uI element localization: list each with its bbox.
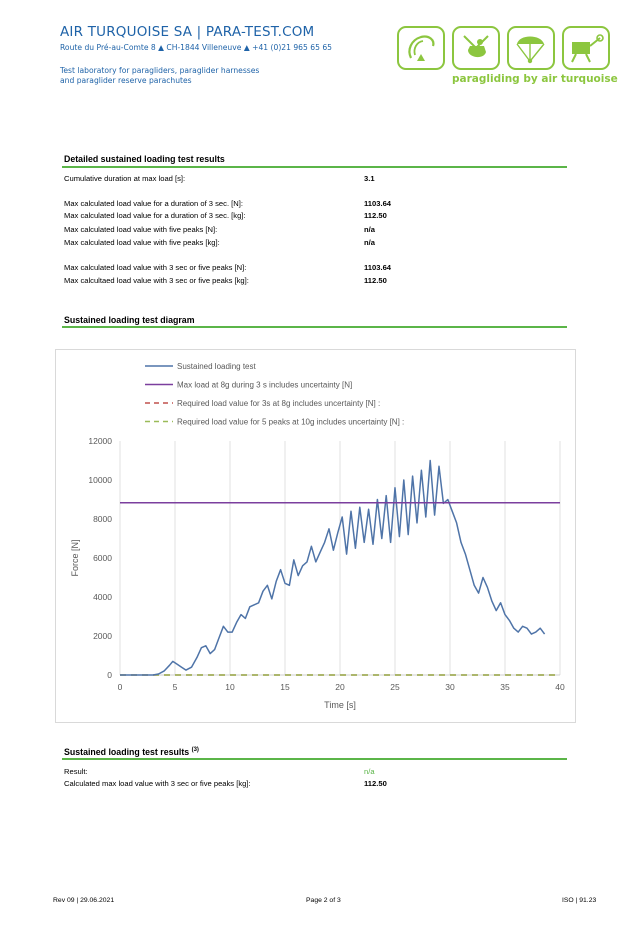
section-divider <box>62 166 567 168</box>
x-tick-label: 40 <box>555 682 565 692</box>
detail-row-label: Max calculated load value for a duration… <box>64 211 246 220</box>
diagram-title: Sustained loading test diagram <box>64 315 195 325</box>
company-address: Route du Pré-au-Comte 8 ▲ CH-1844 Villen… <box>60 43 333 52</box>
x-tick-label: 35 <box>500 682 510 692</box>
company-name: AIR TURQUOISE SA | PARA-TEST.COM <box>60 24 315 40</box>
x-axis-label: Time [s] <box>324 700 356 710</box>
reserve-parachute-logo-icon <box>507 26 555 70</box>
force-time-chart: Sustained loading test Max load at 8g dur… <box>70 362 565 710</box>
x-tick-label: 30 <box>445 682 455 692</box>
detail-row-value: 112.50 <box>364 211 387 220</box>
detail-row-label: Max calculated load value for a duration… <box>64 199 243 208</box>
detail-row-value: 3.1 <box>364 174 375 183</box>
results-title-footnote: (3) <box>191 747 199 754</box>
footer-iso: ISO | 91.23 <box>562 897 597 904</box>
legend-label: Required load value for 5 peaks at 10g i… <box>177 418 404 427</box>
chart-legend: Sustained loading test Max load at 8g dur… <box>145 362 404 427</box>
y-tick-label: 0 <box>107 670 112 680</box>
tagline-line-1: Test laboratory for paragliders, paragli… <box>60 66 260 75</box>
harness-logo-icon <box>452 26 500 70</box>
detailed-results-title: Detailed sustained loading test results <box>64 154 225 164</box>
section-divider <box>62 758 567 760</box>
x-tick-label: 5 <box>173 682 178 692</box>
legend-label: Required load value for 3s at 8g include… <box>177 399 380 408</box>
tagline-line-2: and paraglider reserve parachutes <box>60 76 192 85</box>
chart-series <box>120 459 560 676</box>
paraglider-logo-icon <box>397 26 445 70</box>
chart-ticks: 0 5 10 15 20 25 30 35 40 0 2000 4000 6000 8000 10000 12… <box>88 436 565 692</box>
legend-label: Max load at 8g during 3 s includes uncer… <box>177 381 352 390</box>
result-row-label: Calculated max load value with 3 sec or … <box>64 779 251 788</box>
detail-row-label: Max calculated load value with five peak… <box>64 225 218 234</box>
detail-row-label: Max calculated load value with 3 sec or … <box>64 263 247 272</box>
y-tick-label: 8000 <box>93 514 112 524</box>
y-tick-label: 4000 <box>93 592 112 602</box>
test-rig-logo-icon <box>562 26 610 70</box>
footer-page-number: Page 2 of 3 <box>306 897 341 904</box>
chart-grid <box>119 441 561 676</box>
y-tick-label: 2000 <box>93 631 112 641</box>
detail-row-label: Max calcultaed load value with 3 sec or … <box>64 276 249 285</box>
footer-revision: Rev 09 | 29.06.2021 <box>53 897 115 904</box>
results-title-text: Sustained loading test results <box>64 747 190 757</box>
y-axis-label: Force [N] <box>70 539 80 576</box>
x-tick-label: 20 <box>335 682 345 692</box>
result-row-label: Result: <box>64 767 88 776</box>
x-tick-label: 10 <box>225 682 235 692</box>
x-tick-label: 25 <box>390 682 400 692</box>
results-title: Sustained loading test results (3) <box>64 747 199 757</box>
chart-frame: Sustained loading test Max load at 8g dur… <box>55 349 576 723</box>
x-tick-label: 0 <box>118 682 123 692</box>
section-divider <box>62 326 567 328</box>
detail-row-value: 1103.64 <box>364 199 392 208</box>
x-tick-label: 15 <box>280 682 290 692</box>
detail-row-value: n/a <box>364 225 375 234</box>
y-tick-label: 6000 <box>93 553 112 563</box>
detail-row-value: 112.50 <box>364 276 387 285</box>
logo-tagline: paragliding by air turquoise <box>452 73 618 85</box>
detail-row-value: n/a <box>364 238 375 247</box>
y-tick-label: 12000 <box>88 436 112 446</box>
series-line <box>120 459 546 676</box>
detail-row-label: Cumulative duration at max load [s]: <box>64 174 186 183</box>
result-row-value: 112.50 <box>364 779 387 788</box>
legend-label: Sustained loading test <box>177 362 257 371</box>
detail-row-value: 1103.64 <box>364 263 392 272</box>
detail-row-label: Max calculated load value with five peak… <box>64 238 220 247</box>
result-status: n/a <box>364 767 375 776</box>
y-tick-label: 10000 <box>88 475 112 485</box>
company-tagline: Test laboratory for paragliders, paragli… <box>60 66 259 86</box>
